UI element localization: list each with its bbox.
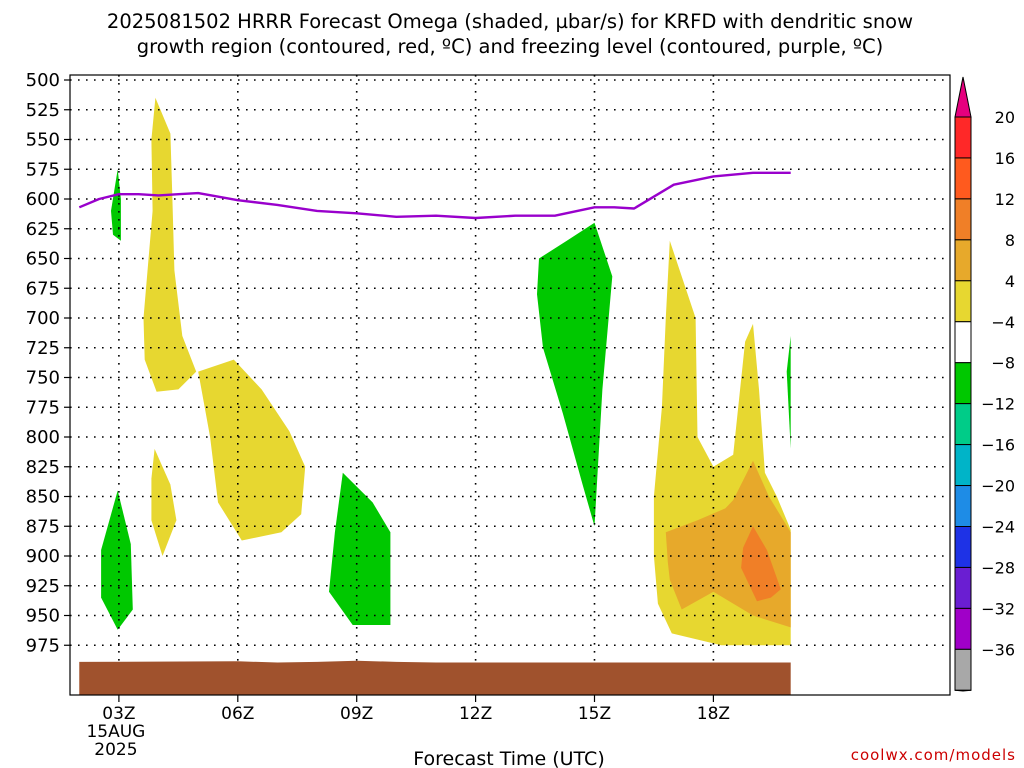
colorbar-swatch [954,157,972,200]
colorbar-label: −20 [981,477,1015,496]
colorbar-top-arrow [954,76,972,118]
x-tick-label: 06Z [221,704,254,724]
y-tick-label: 600 [26,189,60,210]
colorbar-label: 12 [995,190,1015,209]
colorbar-swatch [954,321,972,364]
omega-region-7 [786,335,791,449]
colorbar-swatch [954,198,972,241]
colorbar-swatch [954,280,972,323]
credit-text: coolwx.com/models [851,746,1016,764]
chart-title-line1: 2025081502 HRRR Forecast Omega (shaded, … [107,10,913,33]
y-tick-label: 500 [26,70,60,91]
x-tick-label: 03Z [102,704,135,724]
colorbar-bottom-arrow [954,689,972,692]
y-tick-label: 900 [26,546,60,567]
x-tick-label: 12Z [459,704,492,724]
x-tick-year: 2025 [94,740,137,760]
colorbar-label: −28 [981,558,1015,577]
y-tick-label: 750 [26,368,60,389]
omega-region-2 [151,448,177,556]
plot-frame [69,74,951,696]
y-tick-label: 775 [26,397,60,418]
pressure-axis: 500 525 550 575 600 625 650 675 700 725 750 775 800 8… [26,70,70,656]
colorbar-label: −36 [981,640,1015,659]
colorbar-label: −4 [991,313,1015,332]
colorbar-label: −8 [991,354,1015,373]
x-tick-label: 18Z [697,704,730,724]
y-tick-label: 850 [26,487,60,508]
y-tick-label: 700 [26,308,60,329]
y-tick-label: 675 [26,278,60,299]
colorbar-swatch [954,607,972,650]
colorbar-label: 20 [995,108,1015,127]
omega-region-0 [143,97,197,392]
colorbar-swatch [954,403,972,446]
x-tick-label: 15Z [578,704,611,724]
plot-area [70,75,950,695]
y-tick-label: 650 [26,249,60,270]
y-tick-label: 875 [26,516,60,537]
colorbar-label: −24 [981,518,1015,537]
y-tick-label: 525 [26,100,60,121]
colorbar-swatch [954,444,972,487]
colorbar: 20 16 12 8 4 −4 −8 −12 −16 −20 −24 −28 −32 −36 [954,76,1015,692]
grid [70,75,950,695]
colorbar-swatch [954,566,972,609]
y-tick-label: 725 [26,338,60,359]
colorbar-label: 8 [1005,231,1015,250]
omega-region-5 [329,472,391,625]
y-tick-label: 975 [26,635,60,656]
y-tick-label: 625 [26,219,60,240]
colorbar-swatch [954,116,972,159]
colorbar-swatch [954,485,972,527]
y-tick-label: 550 [26,130,60,151]
chart-title-line2: growth region (contoured, red, ºC) and f… [137,35,884,58]
omega-region-10 [741,526,781,602]
freezing-level-line [78,171,791,220]
y-tick-label: 800 [26,427,60,448]
y-tick-label: 925 [26,576,60,597]
y-tick-label: 825 [26,457,60,478]
colorbar-label: −16 [981,436,1015,455]
colorbar-swatch [954,526,972,568]
colorbar-label: −32 [981,599,1015,618]
x-tick-date: 15AUG [86,722,145,742]
x-axis-title: Forecast Time (UTC) [413,748,604,768]
colorbar-label: 4 [1005,272,1015,291]
colorbar-label: 16 [995,149,1015,168]
x-tick-label: 09Z [340,704,373,724]
colorbar-swatch [954,648,972,691]
colorbar-swatch [954,362,972,405]
omega-region-4 [101,490,133,630]
ground-strip [79,660,791,695]
y-tick-label: 950 [26,606,60,627]
colorbar-swatch [954,239,972,282]
omega-region-1 [198,359,306,541]
colorbar-label: −12 [981,395,1015,414]
omega-region-6 [537,222,613,527]
y-tick-label: 575 [26,159,60,180]
